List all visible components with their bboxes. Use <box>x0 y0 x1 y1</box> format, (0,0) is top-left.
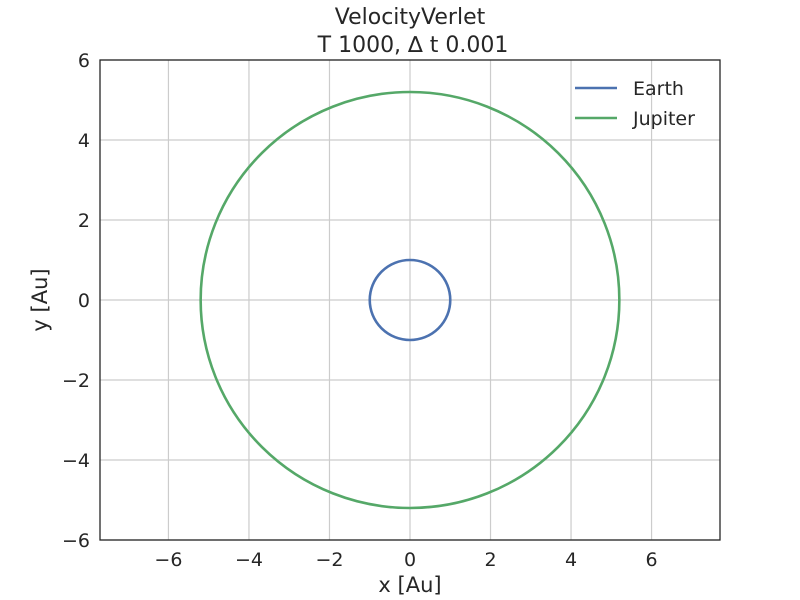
x-tick-label: −2 <box>315 549 343 571</box>
y-tick-labels: −6 −4 −2 0 2 4 6 <box>62 50 90 552</box>
y-tick-label: −2 <box>62 370 90 392</box>
x-tick-label: 0 <box>404 549 416 571</box>
y-tick-label: 6 <box>78 50 90 72</box>
series-earth-orbit <box>368 258 452 342</box>
y-tick-label: −6 <box>62 530 90 552</box>
y-tick-label: 2 <box>78 210 90 232</box>
x-axis-label: x [Au] <box>378 573 441 597</box>
plot-frame <box>99 59 721 541</box>
legend-label-earth: Earth <box>633 78 684 100</box>
y-tick-label: 0 <box>78 290 90 312</box>
y-axis-label: y [Au] <box>28 268 52 331</box>
legend: Earth Jupiter <box>575 78 695 130</box>
y-tick-label: 4 <box>78 130 90 152</box>
grid-layer <box>100 59 720 541</box>
plot-area <box>199 90 621 510</box>
x-tick-label: −4 <box>235 549 263 571</box>
y-tick-label: −4 <box>62 450 90 472</box>
x-tick-label: −6 <box>154 549 182 571</box>
chart-title: VelocityVerlet <box>335 5 486 30</box>
chart-title-group: VelocityVerlet T 1000, ∆ t 0.001 <box>317 5 509 58</box>
x-tick-labels: −6 −4 −2 0 2 4 6 <box>154 549 657 571</box>
chart-subtitle: T 1000, ∆ t 0.001 <box>317 33 509 58</box>
x-tick-label: 2 <box>484 549 496 571</box>
series-jupiter-orbit <box>199 90 621 510</box>
legend-label-jupiter: Jupiter <box>632 108 695 130</box>
x-tick-label: 6 <box>646 549 658 571</box>
x-tick-label: 4 <box>565 549 577 571</box>
